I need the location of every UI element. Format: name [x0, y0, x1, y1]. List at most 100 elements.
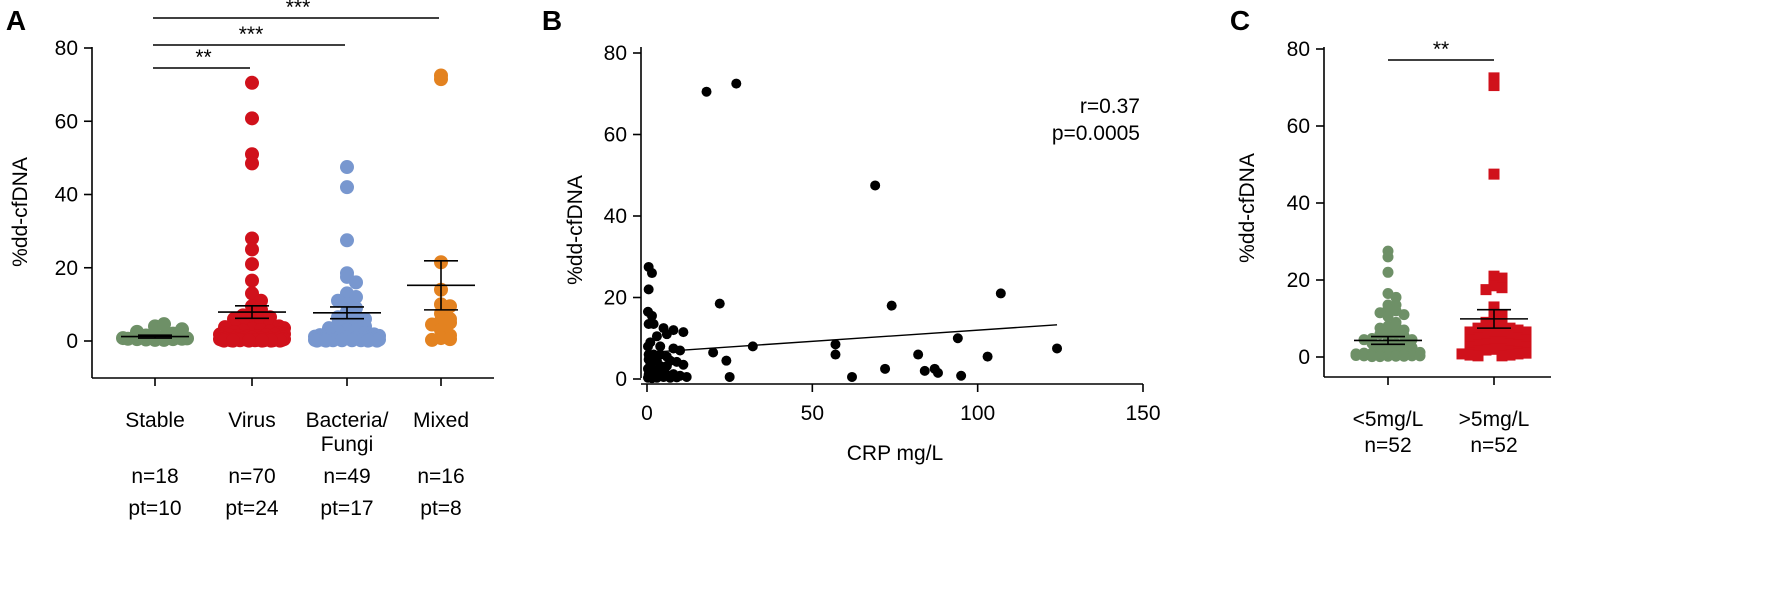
panel-c-data-point	[1472, 339, 1484, 351]
panel-c-data-point	[1504, 349, 1516, 361]
panel-c-significance-label: **	[1433, 38, 1449, 61]
panel-letter-c: C	[1230, 5, 1250, 36]
panel-c-data-point	[1390, 350, 1402, 362]
panel-b-data-point	[701, 86, 712, 97]
panel-a-y-tick-label: 0	[66, 330, 78, 353]
panel-b-data-point	[952, 333, 963, 344]
panel-c-data-point	[1464, 349, 1476, 361]
panel-b-data-point	[830, 339, 841, 350]
panel-c-y-tick-label: 20	[1287, 269, 1310, 292]
panel-c-data-point	[1382, 251, 1394, 263]
panel-a-x-tick-label: Stable	[125, 409, 185, 432]
panel-c-data-point	[1512, 339, 1524, 351]
panel-c-data-point	[1488, 168, 1500, 180]
panel-a-data-point	[425, 332, 439, 347]
panel-a-x-tick-label: Fungi	[321, 433, 374, 456]
panel-a-data-point	[157, 317, 171, 332]
panel-a-data-point	[245, 257, 259, 272]
panel-b-x-tick-label: 50	[801, 402, 824, 425]
panel-b-regression-line	[646, 324, 1058, 354]
panel-c-data-point	[1512, 332, 1524, 344]
panel-b-data-point	[651, 331, 662, 342]
panel-b-data-point	[880, 363, 891, 374]
panel-b-x-tick-label: 0	[641, 402, 653, 425]
panel-b-y-tick-label: 20	[604, 287, 627, 310]
panel-c-data-point	[1520, 326, 1532, 338]
panel-c-data-point	[1496, 272, 1508, 284]
panel-b-p-value: p=0.0005	[1052, 122, 1140, 145]
panel-b-y-tick-label: 80	[604, 42, 627, 65]
panel-c-y-label: %dd-cfDNA	[1236, 153, 1259, 263]
panel-c-data-point	[1382, 343, 1394, 355]
panel-a-count-n: n=70	[228, 465, 275, 488]
panel-a-significance-label: ***	[286, 0, 311, 19]
panel-c-data-point	[1496, 328, 1508, 340]
panel-b-r-value: r=0.37	[1080, 95, 1140, 118]
panel-a-y-tick-label: 60	[55, 110, 78, 133]
panel-b-data-point	[932, 367, 943, 378]
panel-b-data-point	[648, 318, 659, 329]
panel-a-count-pt: pt=8	[420, 497, 461, 520]
panel-c-y-tick-label: 60	[1287, 115, 1310, 138]
panel-b-data-point	[870, 180, 881, 191]
panel-c-data-point	[1398, 309, 1410, 321]
panel-c-data-point	[1464, 341, 1476, 353]
panel-a-significance-label: **	[195, 46, 211, 69]
panel-c-data-point	[1520, 347, 1532, 359]
panel-b-data-point	[655, 341, 666, 352]
panel-c-y-tick-label: 0	[1298, 346, 1310, 369]
panel-b-y-tick-label: 0	[615, 368, 627, 391]
panel-letter-b: B	[542, 5, 562, 36]
panel-a-data-point	[245, 111, 259, 126]
panel-b-data-point	[721, 355, 732, 366]
panel-c-y-tick-label: 80	[1287, 38, 1310, 61]
panel-a-count-pt: pt=24	[225, 497, 278, 520]
panel-a-data-point	[434, 72, 448, 87]
panel-a-data-point	[361, 333, 375, 348]
panel-b-x-tick-label: 150	[1125, 402, 1160, 425]
panel-a-x-tick-label: Virus	[228, 409, 275, 432]
panel-c-data-point	[1496, 309, 1508, 321]
panel-c-data-point	[1358, 350, 1370, 362]
panel-b-data-point	[646, 310, 657, 321]
panel-b-data-point	[671, 372, 682, 383]
panel-c-data-point	[1496, 350, 1508, 362]
panel-b-x-label: CRP mg/L	[847, 442, 943, 465]
panel-a-y-tick-label: 80	[55, 37, 78, 60]
panel-b-data-point	[919, 365, 930, 376]
panel-c-data-point	[1398, 350, 1410, 362]
panel-c-y-tick-label: 40	[1287, 192, 1310, 215]
panel-b-data-point	[886, 300, 897, 311]
panel-c-data-point	[1520, 341, 1532, 353]
panel-c-data-point	[1520, 334, 1532, 346]
panel-c-data-point	[1414, 350, 1426, 362]
panel-c-data-point	[1350, 349, 1362, 361]
panel-c-data-point	[1480, 338, 1492, 350]
panel-a-data-point	[345, 333, 359, 348]
panel-c-data-point	[1406, 350, 1418, 362]
panel-c-data-point	[1480, 330, 1492, 342]
panel-c-data-point	[1464, 326, 1476, 338]
panel-a-data-point	[255, 333, 269, 348]
panel-a-count-n: n=49	[323, 465, 370, 488]
panel-b-data-point	[661, 329, 672, 340]
panel-a-data-point	[245, 273, 259, 288]
panel-c-x-tick-label: <5mg/L	[1353, 408, 1424, 431]
panel-c-data-point	[1472, 332, 1484, 344]
panel-c-x-tick-label: >5mg/L	[1459, 408, 1530, 431]
panel-b-data-point	[956, 370, 967, 381]
panel-c-data-point	[1488, 328, 1500, 340]
panel-b-data-point	[681, 371, 692, 382]
panel-c-data-point	[1472, 350, 1484, 362]
panel-c-data-point	[1480, 284, 1492, 296]
panel-a-count-pt: pt=17	[320, 497, 373, 520]
panel-c-data-point	[1488, 80, 1500, 92]
panel-c-data-point	[1512, 324, 1524, 336]
panel-letter-a: A	[6, 5, 26, 36]
panel-c-data-point	[1480, 320, 1492, 332]
panel-a-data-point	[245, 156, 259, 171]
panel-b-data-point	[1052, 343, 1063, 354]
panel-a-data-point	[340, 233, 354, 248]
panel-c-data-point	[1366, 351, 1378, 363]
